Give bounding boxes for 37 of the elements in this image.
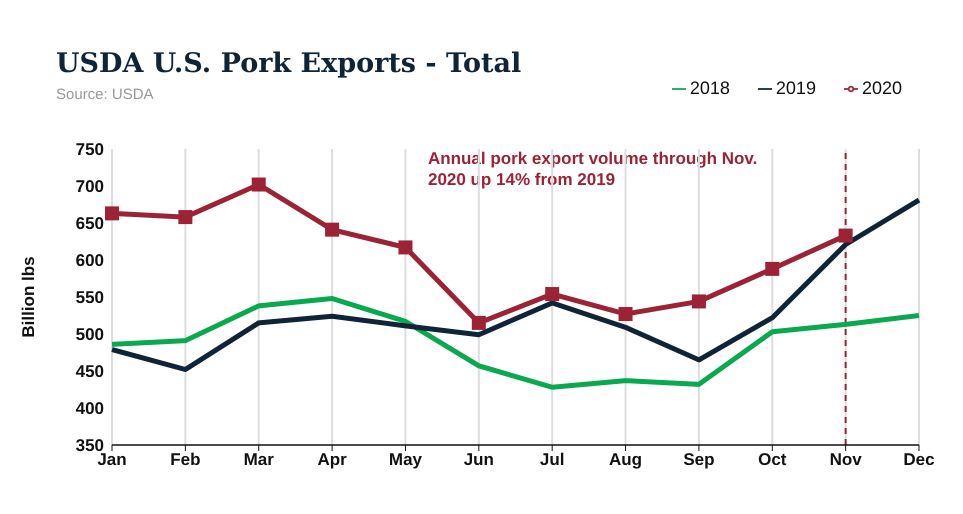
legend-label: 2020 [862,78,902,98]
point [838,228,853,243]
point [178,210,192,224]
x-tick-label: Sep [683,450,715,470]
x-tick-label: Dec [903,450,935,470]
x-tick-label: Apr [317,450,348,470]
legend-label: 2018 [690,78,730,98]
point [765,262,780,276]
x-tick-label: Nov [830,450,862,470]
y-tick-label: 750 [76,140,104,160]
y-tick-label: 400 [76,399,104,418]
y-tick-label: 550 [76,288,104,308]
y-tick-label: 700 [76,177,104,196]
chart-title: USDA U.S. Pork Exports - Total [56,48,522,79]
x-tick-label: Mar [244,450,274,470]
point [692,294,706,308]
point [252,178,266,192]
legend-label: 2019 [776,78,816,98]
y-axis-title: Billion lbs [19,256,38,338]
x-tick-label: Jul [540,450,564,470]
x-tick-label: Jun [464,450,494,470]
point [105,206,119,220]
point [545,287,560,302]
point [398,240,412,254]
x-tick-label: Feb [170,450,200,470]
x-tick-label: Jan [97,450,127,470]
y-tick-label: 500 [76,325,104,344]
x-tick-label: May [388,450,423,470]
point [472,316,486,330]
x-tick-label: Oct [758,450,787,470]
y-tick-label: 600 [76,251,104,270]
point [618,307,633,322]
x-tick-label: Aug [609,450,642,470]
point [325,222,340,237]
y-tick-label: 450 [76,362,104,382]
source-note: Source: USDA [56,86,154,103]
y-tick-label: 650 [76,214,104,234]
